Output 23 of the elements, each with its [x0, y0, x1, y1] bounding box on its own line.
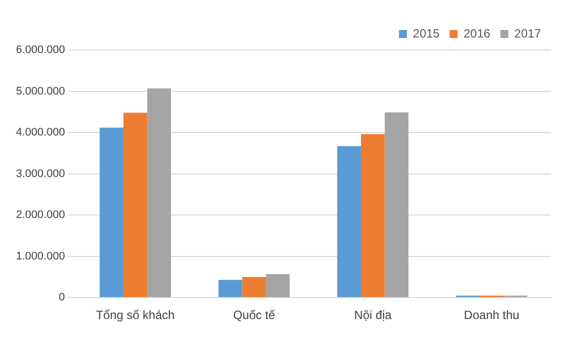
legend-label: 2017	[514, 26, 542, 40]
bar	[360, 134, 385, 298]
bar	[384, 112, 408, 298]
y-tick-label: 1.000.000	[16, 250, 65, 262]
legend-label: 2016	[464, 26, 491, 40]
legend-label: 2015	[412, 26, 440, 40]
y-tick-label: 2.000.000	[16, 209, 65, 222]
bar	[242, 276, 266, 298]
bar	[337, 146, 361, 298]
x-tick-label: Doanh thu	[464, 308, 520, 322]
x-tick-label: Quốc tế	[233, 308, 276, 322]
bar	[218, 280, 242, 298]
bar	[147, 88, 171, 298]
bar	[266, 274, 290, 298]
y-tick-label: 6.000.000	[16, 44, 65, 56]
bar	[100, 128, 124, 298]
bar	[123, 112, 148, 298]
x-tick-label: Tổng số khách	[96, 308, 175, 322]
x-tick-label: Nội địa	[354, 308, 392, 322]
y-tick-label: 4.000.000	[16, 126, 65, 139]
y-tick-label: 3.000.000	[16, 168, 65, 180]
y-tick-label: 5.000.000	[16, 85, 65, 98]
y-tick-label: 0	[58, 292, 65, 304]
